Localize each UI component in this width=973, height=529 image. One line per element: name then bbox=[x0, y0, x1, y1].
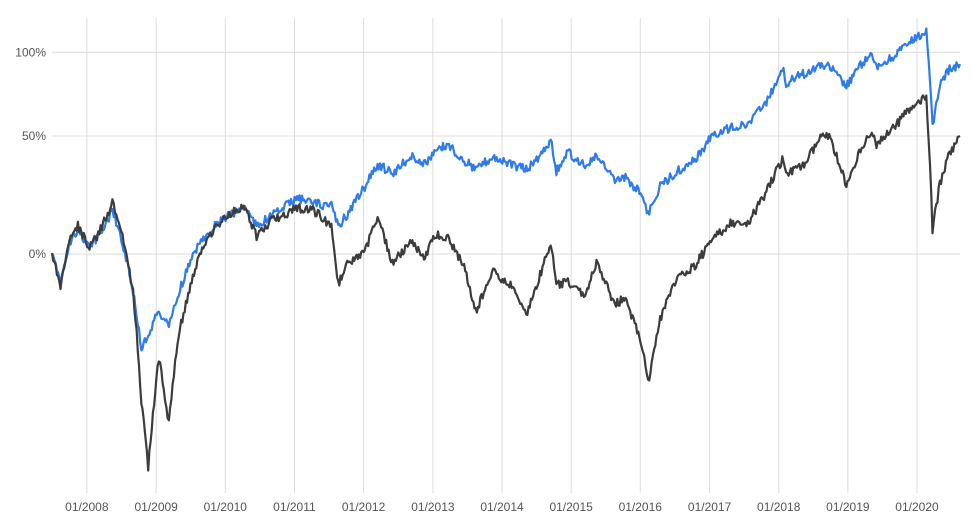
series-line-2 bbox=[50, 94, 961, 472]
series-line-1 bbox=[51, 27, 962, 352]
x-tick-label: 01/2011 bbox=[273, 500, 316, 514]
y-tick-label: 0% bbox=[29, 247, 47, 261]
series-group bbox=[50, 27, 962, 472]
x-tick-label: 01/2015 bbox=[549, 500, 593, 514]
y-tick-label: 50% bbox=[22, 129, 46, 143]
x-tick-label: 01/2019 bbox=[826, 500, 870, 514]
x-tick-label: 01/2014 bbox=[480, 500, 524, 514]
grid-lines bbox=[52, 18, 960, 493]
x-tick-label: 01/2018 bbox=[757, 500, 801, 514]
y-axis-labels: 0%50%100%150%200% bbox=[15, 45, 47, 261]
x-tick-label: 01/2009 bbox=[134, 500, 178, 514]
x-axis-labels: 01/2008 01/2009 01/2010 01/2011 01/2012 01/20… bbox=[65, 500, 939, 514]
y-tick-label: 100% bbox=[15, 45, 46, 59]
x-tick-label: 01/2012 bbox=[342, 500, 386, 514]
x-tick-label: 01/2020 bbox=[895, 500, 939, 514]
x-tick-label: 01/2017 bbox=[688, 500, 732, 514]
x-tick-label: 01/2008 bbox=[65, 500, 109, 514]
x-tick-label: 01/2013 bbox=[411, 500, 455, 514]
x-tick-label: 01/2010 bbox=[204, 500, 248, 514]
x-tick-label: 01/2016 bbox=[619, 500, 663, 514]
